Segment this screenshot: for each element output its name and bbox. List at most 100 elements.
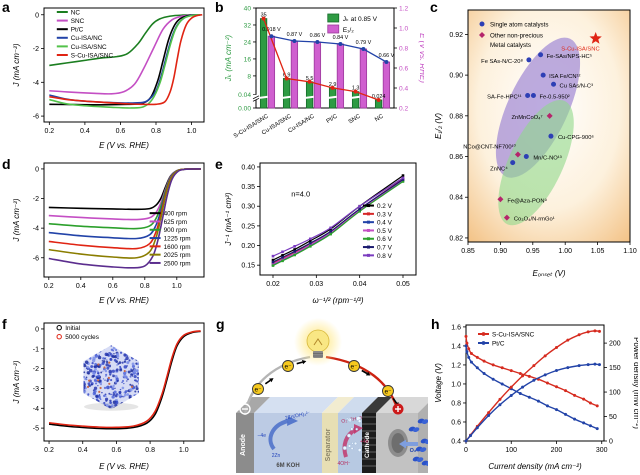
svg-text:24: 24 <box>244 39 252 46</box>
svg-text:0.2: 0.2 <box>44 447 54 454</box>
catalyst-point: ZnNC⁴ <box>490 160 516 173</box>
bar-group-SNC: 1.3 0.79 V SNC <box>348 40 372 125</box>
svg-text:8: 8 <box>247 73 251 80</box>
svg-text:-4: -4 <box>33 226 39 233</box>
series-5000 cycles <box>48 330 201 429</box>
svg-text:Jₖ at 0.85 V: Jₖ at 0.85 V <box>343 16 378 23</box>
legend-item: S-Cu-ISA/SNC <box>56 52 114 59</box>
catalyst-point: Fe@Aza-PON⁹ <box>497 196 548 204</box>
svg-text:0.8: 0.8 <box>151 128 161 135</box>
legend-item: 0.5 V <box>362 228 393 235</box>
svg-text:SNC: SNC <box>348 113 362 125</box>
svg-text:0.04: 0.04 <box>353 281 367 288</box>
svg-text:-4: -4 <box>33 80 39 87</box>
axes: 0.2 0.4 0.6 0.8 1.0 0 -1 -2 -3 -4 -5 E (V vs. RHE) J… <box>12 322 205 471</box>
svg-text:e⁻: e⁻ <box>350 363 357 370</box>
svg-text:NC: NC <box>374 113 385 123</box>
svg-text:0.85: 0.85 <box>461 248 475 255</box>
svg-text:0: 0 <box>35 12 39 19</box>
svg-text:0.8: 0.8 <box>451 400 461 407</box>
series-Pt/C power <box>464 362 601 443</box>
axes: 0.2 0.4 0.6 0.8 1.0 0 -2 -4 -6 E (V vs. RHE) J (mA… <box>12 7 205 150</box>
svg-text:Anode: Anode <box>240 434 247 456</box>
legend-item: 1600 rpm <box>149 244 191 251</box>
svg-text:200: 200 <box>609 341 621 348</box>
series-0.6 V <box>271 180 405 267</box>
svg-text:SA-Fe-HPC¹¹: SA-Fe-HPC¹¹ <box>487 94 522 100</box>
svg-text:1.0: 1.0 <box>187 128 197 135</box>
svg-text:Single atom catalysts: Single atom catalysts <box>490 21 548 28</box>
svg-text:0.5 V: 0.5 V <box>377 228 393 235</box>
svg-text:32: 32 <box>244 22 252 29</box>
electron-icon: e⁻ <box>348 360 371 376</box>
svg-text:0.04: 0.04 <box>238 92 251 99</box>
svg-text:Fe-0.5-950²: Fe-0.5-950² <box>539 94 569 100</box>
svg-text:0.20: 0.20 <box>241 243 255 250</box>
series-0.8 V <box>271 176 405 258</box>
svg-text:0.03: 0.03 <box>310 281 324 288</box>
svg-text:+4e: +4e <box>360 439 369 445</box>
svg-text:Co₃O₄/N-rmGo¹: Co₃O₄/N-rmGo¹ <box>514 217 555 223</box>
separator-slab <box>322 397 354 473</box>
svg-text:Power density (mW cm⁻²): Power density (mW cm⁻²) <box>632 337 638 429</box>
series-S-Cu-ISA/SNC <box>49 13 203 106</box>
svg-text:0.82: 0.82 <box>449 235 463 242</box>
svg-text:E (V vs. RHE): E (V vs. RHE) <box>418 33 424 83</box>
svg-text:ISA Fe/CN¹²: ISA Fe/CN¹² <box>549 74 580 80</box>
electron-markers: e⁻ e⁻ e⁻ e⁻ <box>252 359 399 407</box>
svg-text:0.79 V: 0.79 V <box>356 40 372 46</box>
svg-text:Fe-SAs/NPS-HC⁵: Fe-SAs/NPS-HC⁵ <box>547 53 593 60</box>
svg-text:1.2: 1.2 <box>399 6 408 13</box>
series-Initial <box>48 330 201 430</box>
panel-g-zinc-air-battery-schematic: e⁻ e⁻ e⁻ e⁻ Anode Separator Cathode 6M KOH 2Zn(O… <box>236 318 428 473</box>
svg-text:0.15: 0.15 <box>241 263 255 270</box>
catalyst-point: Fe-0.5-950² <box>530 92 570 100</box>
svg-text:1.05: 1.05 <box>591 248 605 255</box>
svg-text:6M KOH: 6M KOH <box>276 463 299 469</box>
svg-text:0.2: 0.2 <box>44 283 54 290</box>
svg-text:0.02: 0.02 <box>266 281 280 288</box>
legend-item: 2500 rpm <box>149 260 191 267</box>
svg-text:S-Cu-ISA/SNC: S-Cu-ISA/SNC <box>71 52 114 59</box>
svg-text:J (mA cm⁻²): J (mA cm⁻²) <box>12 43 21 87</box>
svg-text:J⁻¹ (mA⁻¹ cm²): J⁻¹ (mA⁻¹ cm²) <box>224 192 233 246</box>
svg-text:0.6: 0.6 <box>116 128 126 135</box>
catalyst-point: ZnMnCoO₄⁷ <box>511 112 553 121</box>
compartment-labels: Anode Separator Cathode 6M KOH <box>240 428 371 469</box>
series-NC <box>49 13 201 67</box>
svg-text:0.86: 0.86 <box>449 154 463 161</box>
legend-item: 900 rpm <box>149 227 187 234</box>
svg-text:Voltage (V): Voltage (V) <box>434 363 443 403</box>
svg-text:-2: -2 <box>33 46 39 53</box>
svg-text:-5: -5 <box>33 426 39 433</box>
panel-label-h: h <box>431 316 440 332</box>
svg-text:NCo@CNT-NF700¹⁰: NCo@CNT-NF700¹⁰ <box>463 143 516 150</box>
svg-text:0.86 V: 0.86 V <box>310 33 326 39</box>
svg-text:ω⁻¹/² (rpm⁻¹/²): ω⁻¹/² (rpm⁻¹/²) <box>312 296 363 305</box>
svg-text:Cathode: Cathode <box>364 432 371 458</box>
series-2500 rpm <box>48 168 201 269</box>
svg-text:400 rpm: 400 rpm <box>164 211 187 218</box>
svg-text:1.3: 1.3 <box>352 86 360 92</box>
svg-text:-6: -6 <box>33 255 39 262</box>
svg-text:e⁻: e⁻ <box>284 363 291 370</box>
svg-text:1.0: 1.0 <box>451 381 461 388</box>
bar-group-S-Cu-ISA/SNC: 350.918 VS-Cu-ISA/SNC <box>233 13 281 140</box>
svg-text:150: 150 <box>609 365 621 372</box>
panel-c-catalyst-comparison-scatter: 0.85 0.90 0.95 1.00 1.05 1.10 0.82 0.84 0.86 0.88… <box>434 9 637 278</box>
svg-text:0.918 V: 0.918 V <box>262 27 281 33</box>
legend-item: Initial <box>56 325 80 332</box>
svg-text:S-Cu-ISA/SNC: S-Cu-ISA/SNC <box>492 331 535 338</box>
svg-text:Cu-ISA/NC: Cu-ISA/NC <box>71 35 103 42</box>
svg-text:Current density (mA cm⁻²): Current density (mA cm⁻²) <box>488 462 582 471</box>
svg-text:625 rpm: 625 rpm <box>164 219 187 226</box>
svg-text:1.0: 1.0 <box>172 283 182 290</box>
legend-item: 0.4 V <box>362 220 393 227</box>
svg-text:e⁻: e⁻ <box>254 386 261 393</box>
svg-text:E (V vs. RHE): E (V vs. RHE) <box>99 141 149 150</box>
svg-text:6.9: 6.9 <box>283 72 291 78</box>
svg-text:Metal catalysts: Metal catalysts <box>490 42 531 49</box>
svg-text:e⁻: e⁻ <box>384 388 391 395</box>
